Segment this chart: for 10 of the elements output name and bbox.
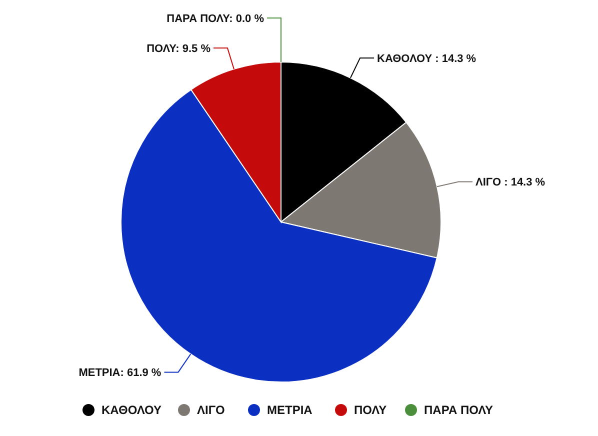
- data-label: ΛΙΓΟ : 14.3 %: [475, 176, 546, 189]
- legend-label: ΛΙΓΟ: [197, 403, 225, 418]
- legend-label: ΜΕΤΡΙΑ: [267, 403, 313, 418]
- data-label: ΜΕΤΡΙΑ: 61.9 %: [78, 367, 162, 380]
- text: ΠΑΡΑ ΠΟΛΥ: 0.0 %: [166, 12, 264, 25]
- legend-label: ΠΟΛΥ: [354, 403, 387, 418]
- data-label: ΚΑΘΟΛΟΥ : 14.3 %: [377, 52, 476, 65]
- data-label: ΠΟΛΥ: 9.5 %: [146, 42, 211, 55]
- legend-label: ΠΑΡΑ ΠΟΛΥ: [424, 403, 494, 418]
- legend-label: ΚΑΘΟΛΟΥ: [102, 403, 162, 418]
